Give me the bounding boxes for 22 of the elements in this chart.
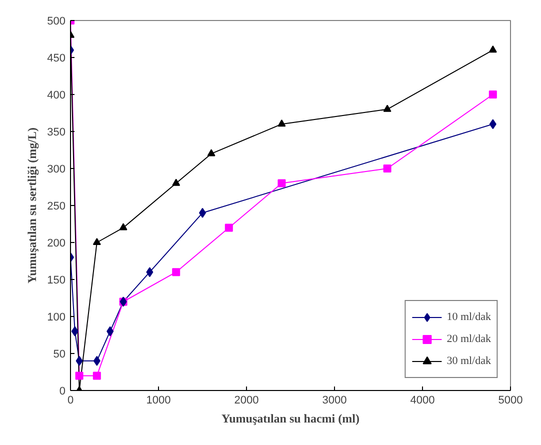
y-tick-label: 100	[47, 312, 66, 324]
x-tick-label: 3000	[322, 394, 347, 406]
y-tick-label: 250	[47, 200, 66, 212]
x-tick-label: 4000	[410, 394, 435, 406]
legend-label: 30 ml/dak	[446, 355, 491, 367]
y-tick-label: 350	[47, 126, 66, 138]
x-tick-label: 5000	[498, 394, 523, 406]
y-tick-label: 0	[59, 386, 66, 398]
legend-label: 20 ml/dak	[446, 333, 491, 345]
y-tick-label: 50	[53, 348, 66, 360]
y-tick-label: 500	[47, 16, 66, 28]
x-tick-label: 0	[67, 394, 74, 406]
y-tick-label: 300	[47, 164, 66, 176]
legend-label: 10 ml/dak	[446, 311, 491, 323]
x-axis-title: Yumuşatılan su hacmi (ml)	[222, 412, 360, 426]
y-tick-label: 400	[47, 90, 66, 102]
y-tick-label: 450	[47, 52, 66, 64]
x-tick-label: 1000	[146, 394, 171, 406]
y-tick-label: 150	[47, 274, 66, 286]
x-tick-label: 2000	[234, 394, 259, 406]
y-tick-label: 200	[47, 238, 66, 250]
y-axis-title: Yumuşatılan su sertliği (mg/L)	[25, 128, 40, 284]
